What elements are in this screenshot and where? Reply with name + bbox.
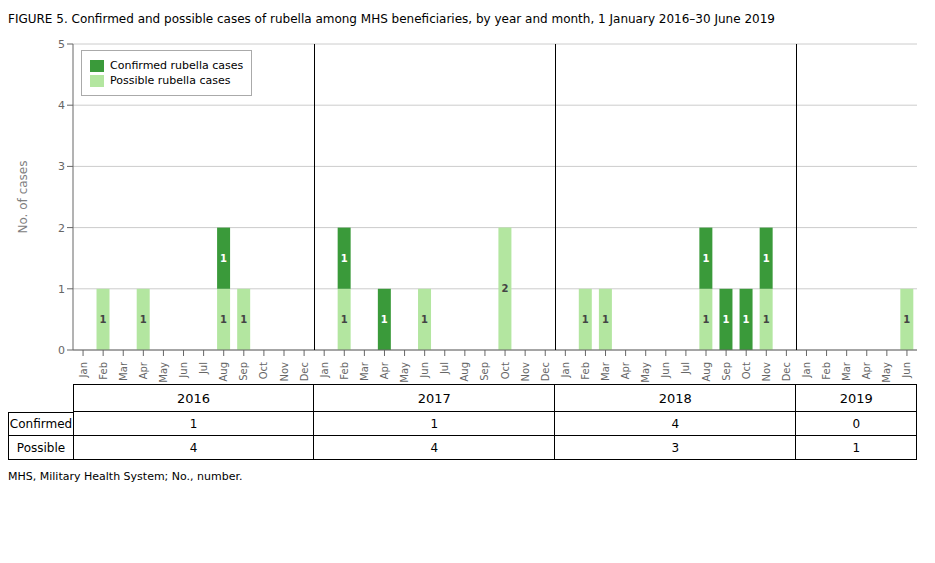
svg-text:Feb: Feb <box>821 362 832 380</box>
svg-text:1: 1 <box>763 314 770 325</box>
svg-text:Jan: Jan <box>801 362 812 378</box>
html-text:Possible: Possible <box>16 440 66 455</box>
html-text:2016: 2016 <box>177 390 211 406</box>
html-text:4: 4 <box>430 440 438 455</box>
svg-text:Feb: Feb <box>339 362 350 380</box>
svg-text:Mar: Mar <box>359 361 370 381</box>
svg-text:Apr: Apr <box>861 361 872 379</box>
html-text:1: 1 <box>189 416 198 431</box>
svg-text:May: May <box>399 362 410 383</box>
svg-text:1: 1 <box>341 253 348 264</box>
html-text:FIGURE 5. Confirmed and possib: FIGURE 5. Confirmed and possible cases o… <box>8 12 775 26</box>
svg-text:Aug: Aug <box>459 362 470 382</box>
svg-text:1: 1 <box>421 314 428 325</box>
svg-text:Jan: Jan <box>319 362 330 378</box>
svg-text:Sep: Sep <box>721 362 732 381</box>
svg-text:No. of cases: No. of cases <box>16 161 30 234</box>
svg-text:May: May <box>881 362 892 383</box>
svg-text:1: 1 <box>582 314 589 325</box>
svg-text:Feb: Feb <box>580 362 591 380</box>
svg-text:4: 4 <box>58 99 65 112</box>
svg-text:Oct: Oct <box>500 362 511 379</box>
html-text:1: 1 <box>852 440 860 455</box>
html-text:Confirmed rubella cases: Confirmed rubella cases <box>110 59 244 72</box>
svg-text:Apr: Apr <box>138 361 149 379</box>
svg-text:Feb: Feb <box>98 362 109 380</box>
svg-text:Mar: Mar <box>118 361 129 381</box>
svg-text:Mar: Mar <box>841 361 852 381</box>
svg-text:0: 0 <box>58 344 65 357</box>
svg-text:1: 1 <box>100 314 107 325</box>
svg-text:1: 1 <box>140 314 147 325</box>
svg-text:1: 1 <box>702 314 709 325</box>
svg-text:Apr: Apr <box>620 361 631 379</box>
svg-text:Jul: Jul <box>439 362 450 375</box>
svg-text:Oct: Oct <box>258 362 269 379</box>
svg-text:Jul: Jul <box>198 362 209 375</box>
html-text:Possible rubella cases: Possible rubella cases <box>110 74 231 87</box>
svg-text:1: 1 <box>341 314 348 325</box>
html-text:2019: 2019 <box>839 390 873 406</box>
svg-text:3: 3 <box>58 160 65 173</box>
svg-text:2: 2 <box>58 222 65 235</box>
svg-text:Jun: Jun <box>660 362 671 379</box>
html-text:2018: 2018 <box>658 390 692 406</box>
svg-text:1: 1 <box>58 283 65 296</box>
svg-text:1: 1 <box>722 314 729 325</box>
html-text:2017: 2017 <box>417 390 451 406</box>
html-text:0: 0 <box>852 416 860 431</box>
svg-text:Dec: Dec <box>781 362 792 381</box>
svg-text:May: May <box>158 362 169 383</box>
svg-text:Mar: Mar <box>600 361 611 381</box>
html-text:Confirmed: Confirmed <box>9 417 73 431</box>
svg-text:Apr: Apr <box>379 361 390 379</box>
svg-text:1: 1 <box>220 253 227 264</box>
svg-text:Nov: Nov <box>520 362 531 382</box>
svg-text:1: 1 <box>240 314 247 325</box>
html-text:MHS, Military Health System; N: MHS, Military Health System; No., number… <box>8 470 243 483</box>
svg-text:1: 1 <box>903 314 910 325</box>
svg-text:Jun: Jun <box>901 362 912 379</box>
svg-text:Sep: Sep <box>479 362 490 381</box>
svg-text:1: 1 <box>602 314 609 325</box>
svg-text:Jan: Jan <box>560 362 571 378</box>
svg-text:Jul: Jul <box>680 362 691 375</box>
svg-text:Nov: Nov <box>279 362 290 382</box>
html-text:1: 1 <box>430 416 438 431</box>
svg-text:1: 1 <box>763 253 770 264</box>
html-text:3: 3 <box>671 440 680 455</box>
svg-text:Jun: Jun <box>419 362 430 379</box>
svg-text:1: 1 <box>743 314 750 325</box>
svg-text:May: May <box>640 362 651 383</box>
svg-text:1: 1 <box>381 314 388 325</box>
svg-text:Dec: Dec <box>540 362 551 381</box>
html-text:4: 4 <box>671 416 680 431</box>
svg-text:Sep: Sep <box>238 362 249 381</box>
svg-text:Dec: Dec <box>299 362 310 381</box>
svg-text:Aug: Aug <box>701 362 712 382</box>
svg-text:5: 5 <box>58 38 65 51</box>
svg-text:Oct: Oct <box>741 362 752 379</box>
svg-text:2: 2 <box>501 283 508 294</box>
svg-text:Jan: Jan <box>78 362 89 378</box>
svg-text:1: 1 <box>702 253 709 264</box>
html-text:4: 4 <box>189 440 198 455</box>
svg-text:Jun: Jun <box>178 362 189 379</box>
svg-text:Aug: Aug <box>218 362 229 382</box>
svg-text:Nov: Nov <box>761 362 772 382</box>
svg-text:1: 1 <box>220 314 227 325</box>
